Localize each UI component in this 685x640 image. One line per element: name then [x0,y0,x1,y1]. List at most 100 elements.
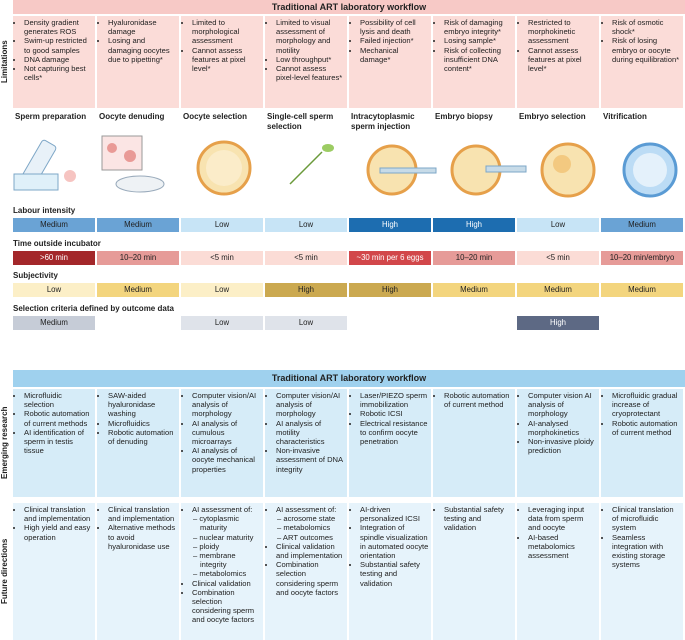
level-cell: Medium [13,218,95,232]
level-cell: Low [517,218,599,232]
level-cell: High [349,218,431,232]
bullet-list: Restricted to morphokinetic assessmentCa… [520,18,597,73]
level-cell: 10–20 min [97,250,179,265]
step-name: Embryo selection [519,112,586,121]
direction-box: Robotic automation of current method [433,389,515,497]
bullet-item: Computer vision/AI analysis of morpholog… [276,391,345,419]
limitation-box: Limited to visual assessment of morpholo… [265,16,347,108]
bullet-item: Microfluidics [108,419,177,428]
direction-box: AI-driven personalized ICSIIntegration o… [349,503,431,640]
direction-box: Laser/PIEZO sperm immobilizationRobotic … [349,389,431,497]
bullet-item: Limited to morphological assessment [192,18,261,46]
bullet-item: AI assessment of:cytoplasmic maturitynuc… [192,505,261,579]
bullet-list: Microfluidic selectionRobotic automation… [16,391,93,455]
bullet-item: SAW-aided hyaluronidase washing [108,391,177,419]
bullet-item: Cannot assess pixel-level features* [276,64,345,82]
direction-box: Substantial safety testing and validatio… [433,503,515,640]
sub-item: ploidy [199,542,261,551]
vitrified-embryo [622,142,678,198]
sub-item: ART outcomes [283,533,345,542]
bullet-item: AI assessment of:acrosome statemetabolom… [276,505,345,542]
bullet-text: AI assessment of: [192,505,253,514]
level-cell: High [265,283,347,297]
step-name: Embryo biopsy [435,112,493,121]
panel-header: Traditional ART laboratory workflow [13,0,685,14]
oocyte [196,140,252,196]
direction-box: Microfluidic gradual increase of cryopro… [601,389,683,497]
bullet-list: AI-driven personalized ICSIIntegration o… [352,505,429,588]
step-name: Sperm preparation [15,112,87,121]
bullet-text: AI assessment of: [276,505,337,514]
bullet-item: Risk of collecting insufficient DNA cont… [444,46,513,74]
bullet-list: Leveraging input data from sperm and ooc… [520,505,597,560]
bullet-item: Substantial safety testing and validatio… [444,505,513,533]
level-cell: 10–20 min [433,250,515,265]
bullet-item: Robotic ICSI [360,409,429,418]
level-cell: ~30 min per 6 eggs [349,250,431,265]
bullet-item: Restricted to morphokinetic assessment [528,18,597,46]
bullet-list: Risk of damaging embryo integrity*Losing… [436,18,513,73]
bullet-list: Limited to visual assessment of morpholo… [268,18,345,82]
bullet-list: Clinical translation and implementationA… [100,505,177,551]
limitation-box: Risk of osmotic shock*Risk of losing emb… [601,16,683,108]
level-cell: Low [181,283,263,297]
bullet-item: Limited to visual assessment of morpholo… [276,18,345,55]
bullet-list: SAW-aided hyaluronidase washingMicroflui… [100,391,177,446]
level-cell: Low [265,315,347,330]
bullet-item: Cannot assess features at pixel level* [528,46,597,74]
bullet-list: Computer vision/AI analysis of morpholog… [268,391,345,474]
bullet-item: Cannot assess features at pixel level* [192,46,261,74]
bullet-item: Swim-up restricted to good samples [24,36,93,54]
direction-box: Computer vision/AI analysis of morpholog… [265,389,347,497]
bullet-item: Possibility of cell lysis and death [360,18,429,36]
bullet-list: Limited to morphological assessmentCanno… [184,18,261,73]
bullet-list: AI assessment of:cytoplasmic maturitynuc… [184,505,261,625]
sub-item: metabolomics [283,523,345,532]
embryo [540,142,596,198]
bullet-item: Losing sample* [444,36,513,45]
step-name: Oocyte denuding [99,112,165,121]
bullet-item: Robotic automation of current method [612,419,681,437]
bullet-item: Combination selection considering sperm … [192,588,261,625]
bullet-item: Leveraging input data from sperm and ooc… [528,505,597,533]
bullet-item: Not capturing best cells* [24,64,93,82]
bullet-list: Clinical translation of microfluidic sys… [604,505,681,569]
level-cell: Low [265,218,347,232]
level-cell: Medium [601,283,683,297]
bullet-item: Computer vision AI analysis of morpholog… [528,391,597,419]
denuding-dish [101,135,165,193]
level-cell: Low [181,218,263,232]
limitation-box: Possibility of cell lysis and deathFaile… [349,16,431,108]
bullet-item: Alternative methods to avoid hyaluronida… [108,523,177,551]
level-cell: Medium [97,283,179,297]
bullet-item: AI-based metabolomics assessment [528,533,597,561]
illustrations [13,135,678,198]
bullet-list: Clinical translation and implementationH… [16,505,93,542]
level-cell: Medium [97,218,179,232]
sub-item: cytoplasmic maturity [199,514,261,532]
row-title: Selection criteria defined by outcome da… [13,303,174,313]
direction-box: AI assessment of:cytoplasmic maturitynuc… [181,503,263,640]
icsi [366,144,437,196]
direction-box: Computer vision/AI analysis of morpholog… [181,389,263,497]
direction-box: Leveraging input data from sperm and ooc… [517,503,599,640]
direction-box: Clinical translation and implementationH… [13,503,95,640]
direction-box: SAW-aided hyaluronidase washingMicroflui… [97,389,179,497]
level-cell: <5 min [517,250,599,265]
bullet-item: High yield and easy operation [24,523,93,541]
row-label: Emerging research [0,406,9,480]
bullet-item: Clinical validation [192,579,261,588]
direction-box: Clinical translation and implementationA… [97,503,179,640]
bullet-item: Clinical validation and implementation [276,542,345,560]
bullet-item: Clinical translation and implementation [24,505,93,523]
level-cell: High [433,218,515,232]
limitation-box: Restricted to morphokinetic assessmentCa… [517,16,599,108]
limitation-box: Limited to morphological assessmentCanno… [181,16,263,108]
sub-item: acrosome state [283,514,345,523]
bullet-list: Risk of osmotic shock*Risk of losing emb… [604,18,681,64]
level-cell: Medium [433,283,515,297]
bullet-item: AI identification of sperm in testis tis… [24,428,93,456]
bullet-item: Non-invasive ploidy prediction [528,437,597,455]
level-cell: Medium [13,315,95,330]
bullet-item: Microfluidic gradual increase of cryopro… [612,391,681,419]
